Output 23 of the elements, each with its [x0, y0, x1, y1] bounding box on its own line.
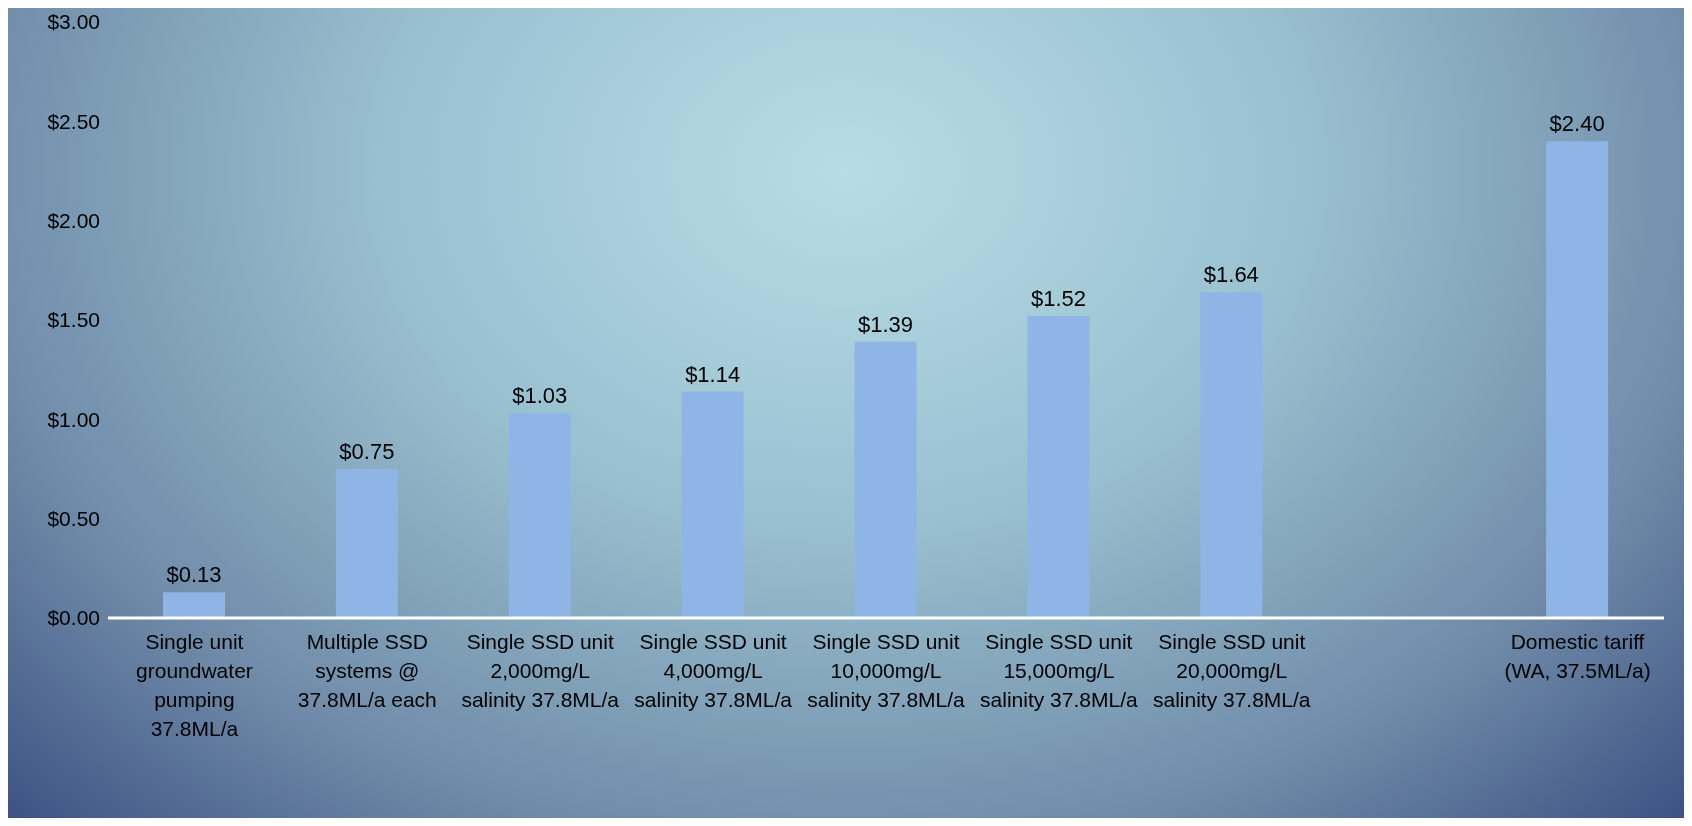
- y-tick-label: $0.50: [47, 507, 100, 531]
- data-label: $1.03: [512, 383, 568, 409]
- data-label: $1.64: [1203, 262, 1259, 288]
- data-label: $1.52: [1030, 286, 1086, 312]
- y-tick-label: $3.00: [47, 10, 100, 34]
- x-tick-label: Single SSD unit 10,000mg/L salinity 37.8ML/a: [807, 629, 966, 711]
- x-tick-label: Single SSD unit 4,000mg/L salinity 37.8ML/a: [634, 629, 793, 711]
- data-label: $1.39: [858, 311, 914, 337]
- data-label: $2.40: [1549, 111, 1605, 137]
- x-tick-label: Single unit groundwater pumping 37.8ML/a: [136, 629, 253, 740]
- data-label: $0.75: [339, 439, 395, 464]
- x-tick-label: Single SSD unit 2,000mg/L salinity 37.8ML/a: [461, 629, 620, 711]
- y-tick-label: $0.00: [47, 606, 100, 630]
- data-label: $0.13: [166, 562, 222, 588]
- x-tick-label: Domestic tariff (WA, 37.5ML/a): [1504, 629, 1651, 682]
- y-tick-label: $1.00: [47, 407, 100, 431]
- x-tick-label: Multiple SSD systems @ 37.8ML/a each: [297, 629, 437, 711]
- y-tick-label: $2.00: [47, 209, 100, 233]
- x-tick-label: Single SSD unit 20,000mg/L salinity 37.8ML/a: [1152, 629, 1311, 711]
- x-tick-label: Single SSD unit 15,000mg/L salinity 37.8ML/a: [980, 629, 1138, 711]
- y-tick-label: $2.50: [47, 109, 100, 133]
- y-tick-label: $1.50: [47, 308, 100, 332]
- data-label: $1.14: [685, 361, 741, 387]
